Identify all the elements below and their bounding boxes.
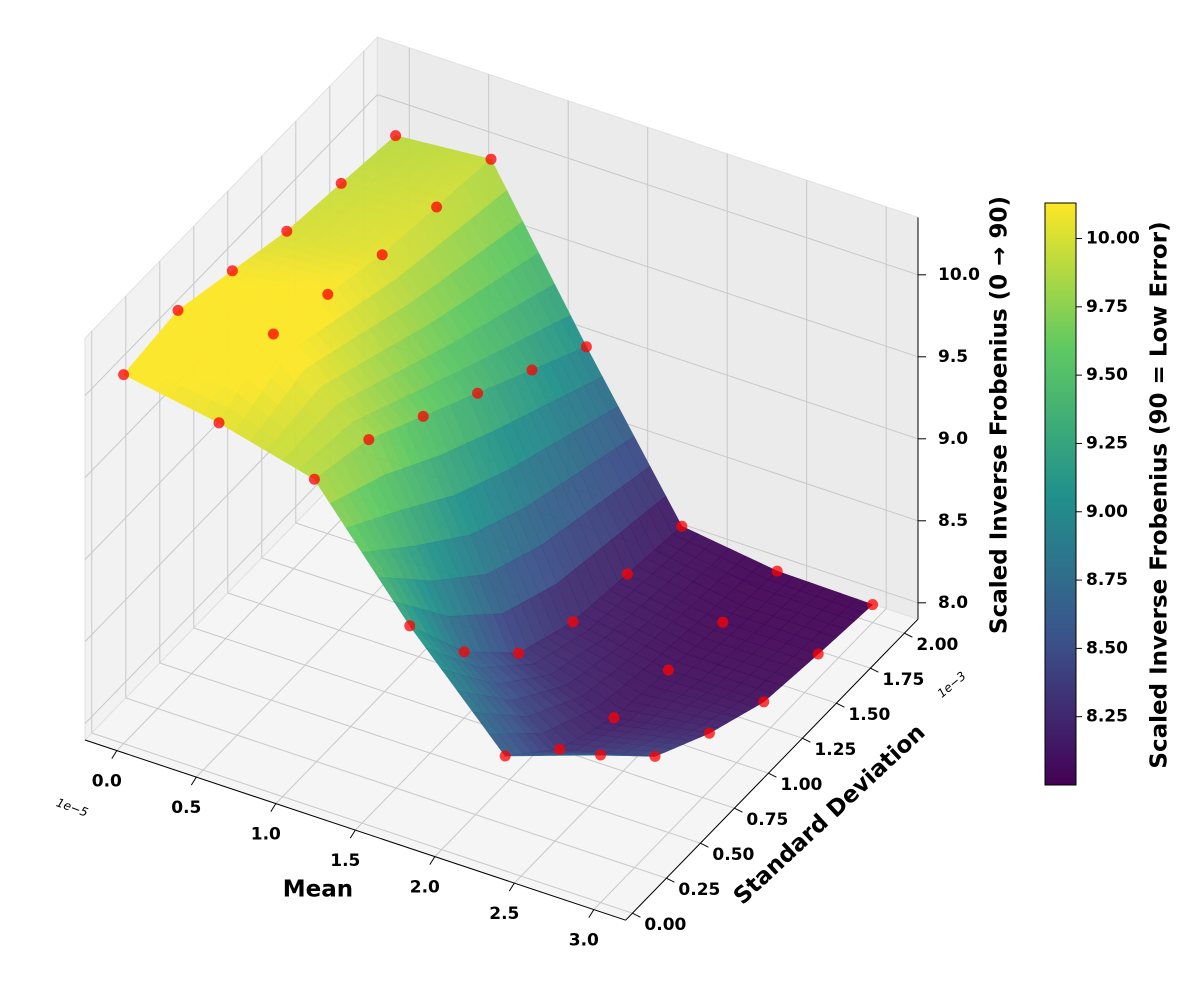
data-point (771, 565, 783, 577)
data-point (608, 712, 620, 724)
data-point (363, 434, 375, 446)
data-point (390, 130, 402, 142)
y-tick (734, 807, 743, 813)
y-tick (836, 702, 845, 708)
y-tick-label: 0.75 (746, 810, 788, 830)
grid-line (377, 94, 919, 276)
data-point (458, 646, 470, 658)
data-point (554, 743, 566, 755)
y-tick (700, 842, 709, 848)
data-point (812, 648, 824, 660)
colorbar (1044, 202, 1077, 786)
colorbar-label: Scaled Inverse Frobenius (90 = Low Error… (1147, 221, 1173, 768)
data-point (867, 599, 879, 611)
data-point (513, 647, 525, 659)
data-point (499, 750, 511, 762)
y-tick-label: 1.25 (814, 740, 856, 760)
z-axis-label: Scaled Inverse Frobenius (0 → 90) (987, 196, 1013, 634)
colorbar-tick-label: 9.00 (1086, 502, 1128, 522)
data-point (118, 369, 130, 381)
y-offset-label: 1e−3 (935, 669, 969, 701)
x-tick-label: 1.5 (330, 851, 360, 871)
x-tick (429, 856, 436, 865)
x-tick-label: 0.0 (92, 772, 122, 792)
data-point (485, 153, 497, 165)
data-point (322, 288, 334, 300)
x-offset-label: 1e−5 (54, 795, 90, 819)
y-tick-label: 2.00 (916, 635, 958, 655)
x-tick (349, 829, 356, 839)
colorbar-tick-label: 9.75 (1086, 297, 1128, 317)
x-tick-label: 2.5 (489, 904, 519, 924)
data-point (213, 417, 225, 429)
y-tick-label: 1.75 (882, 670, 924, 690)
data-point (472, 387, 484, 399)
grid-line (593, 608, 887, 910)
y-tick (632, 912, 641, 918)
data-point (376, 249, 388, 261)
x-tick-label: 0.5 (171, 798, 201, 818)
grid-line (91, 732, 633, 914)
y-tick (666, 877, 675, 883)
data-point (335, 177, 347, 189)
x-tick (270, 803, 277, 812)
grid-line (84, 94, 378, 396)
x-tick (508, 882, 515, 892)
data-point (703, 727, 715, 739)
data-point (758, 696, 770, 708)
y-tick-label: 0.00 (644, 915, 686, 935)
colorbar-tick-label: 8.25 (1086, 707, 1128, 727)
z-tick-label: 9.0 (938, 429, 968, 449)
y-tick-label: 0.50 (712, 845, 754, 865)
colorbar-tick-label: 10.00 (1086, 229, 1140, 249)
y-tick-label: 1.50 (848, 705, 890, 725)
z-tick-label: 8.5 (938, 511, 968, 531)
y-tick (768, 772, 777, 778)
data-point (281, 225, 293, 237)
data-point (621, 568, 633, 580)
z-tick-label: 8.0 (938, 593, 968, 613)
x-tick-label: 2.0 (410, 878, 440, 898)
y-tick-label: 1.00 (780, 775, 822, 795)
data-point (431, 201, 443, 213)
y-tick-label: 0.25 (678, 880, 720, 900)
x-tick-label: 1.0 (251, 825, 281, 845)
data-point (676, 520, 688, 532)
x-axis-label: Mean (283, 877, 353, 903)
data-point (595, 749, 607, 761)
data-point (226, 265, 238, 277)
data-point (567, 616, 579, 628)
data-point (649, 750, 661, 762)
data-point (172, 304, 184, 316)
grid-line (125, 697, 667, 879)
plot-3d (84, 35, 926, 921)
data-point (717, 616, 729, 628)
grid-line (193, 627, 735, 809)
x-tick-label: 3.0 (569, 931, 599, 951)
data-point (308, 473, 320, 485)
colorbar-tick-label: 8.75 (1086, 570, 1128, 590)
data-point (580, 341, 592, 353)
colorbar-tick-label: 8.50 (1086, 638, 1128, 658)
data-point (404, 620, 416, 632)
y-tick (802, 737, 811, 743)
colorbar-tick-label: 9.25 (1086, 433, 1128, 453)
data-point (526, 364, 538, 376)
data-point (417, 410, 429, 422)
data-point (662, 664, 674, 676)
x-tick (588, 909, 595, 918)
z-tick-label: 9.5 (938, 347, 968, 367)
x-tick (111, 750, 118, 759)
y-tick (904, 632, 913, 638)
grid-line (159, 662, 701, 844)
data-point (267, 328, 279, 340)
colorbar-tick-label: 9.50 (1086, 365, 1128, 385)
y-axis-line (625, 618, 919, 921)
y-tick (870, 667, 879, 673)
z-tick-label: 10.0 (938, 265, 980, 285)
x-axis-line (84, 739, 626, 921)
x-tick (190, 776, 197, 786)
